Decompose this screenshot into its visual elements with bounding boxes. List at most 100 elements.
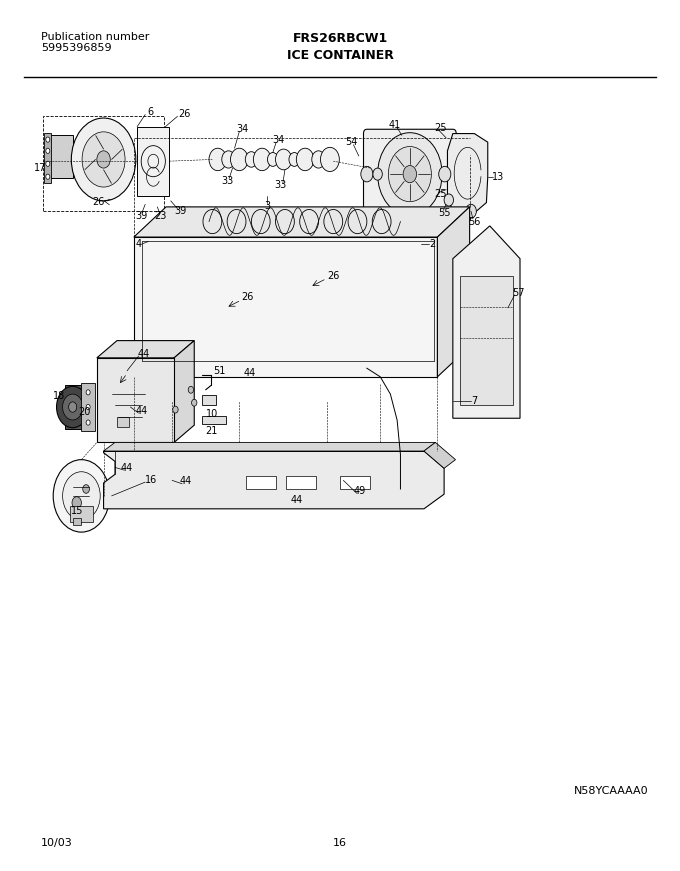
- Text: N58YCAAAA0: N58YCAAAA0: [575, 787, 649, 796]
- Circle shape: [373, 168, 382, 180]
- Text: 55: 55: [438, 208, 450, 218]
- Circle shape: [46, 161, 50, 166]
- Text: 54: 54: [345, 138, 358, 147]
- Circle shape: [63, 394, 83, 420]
- Circle shape: [173, 406, 178, 413]
- Text: 33: 33: [221, 176, 233, 186]
- Circle shape: [72, 496, 82, 509]
- Circle shape: [169, 354, 175, 361]
- Text: 7: 7: [471, 396, 477, 406]
- Circle shape: [296, 148, 313, 171]
- Circle shape: [320, 147, 339, 172]
- Circle shape: [403, 165, 417, 183]
- Polygon shape: [424, 442, 456, 469]
- Text: 15: 15: [71, 505, 83, 516]
- Polygon shape: [97, 341, 194, 358]
- Text: 16: 16: [144, 476, 156, 485]
- Text: 41: 41: [389, 120, 401, 130]
- Circle shape: [46, 137, 50, 142]
- Circle shape: [439, 166, 451, 182]
- Circle shape: [82, 132, 125, 187]
- Text: 21: 21: [205, 426, 217, 436]
- Bar: [43, 117, 164, 211]
- Text: 16: 16: [333, 838, 347, 847]
- Circle shape: [188, 387, 194, 393]
- Bar: [65, 386, 82, 429]
- Text: 4: 4: [135, 239, 141, 249]
- FancyBboxPatch shape: [364, 129, 456, 219]
- Text: 10/03: 10/03: [41, 838, 73, 847]
- Text: 44: 44: [291, 496, 303, 505]
- Bar: [203, 415, 226, 424]
- Polygon shape: [460, 276, 513, 405]
- Text: 26: 26: [178, 109, 190, 118]
- Bar: [137, 126, 169, 196]
- Bar: [340, 476, 370, 489]
- Polygon shape: [103, 442, 435, 451]
- Text: 18: 18: [53, 391, 65, 401]
- Text: 49: 49: [354, 486, 367, 496]
- Text: 44: 44: [138, 348, 150, 359]
- Bar: [97, 358, 174, 442]
- Circle shape: [63, 472, 100, 520]
- Circle shape: [83, 484, 90, 493]
- Polygon shape: [103, 451, 444, 509]
- Text: 33: 33: [275, 180, 287, 191]
- Circle shape: [53, 460, 109, 532]
- Text: FRS26RBCW1: FRS26RBCW1: [292, 31, 388, 44]
- Text: 44: 44: [243, 368, 256, 378]
- Text: 44: 44: [180, 476, 192, 486]
- Bar: [48, 135, 73, 179]
- Polygon shape: [134, 207, 470, 237]
- Text: Publication number: Publication number: [41, 31, 150, 42]
- Polygon shape: [174, 341, 194, 442]
- Text: 17: 17: [33, 163, 46, 173]
- Polygon shape: [437, 207, 470, 377]
- Circle shape: [245, 152, 258, 167]
- Bar: [73, 518, 81, 525]
- Circle shape: [377, 132, 442, 215]
- Circle shape: [69, 402, 77, 412]
- Bar: [70, 506, 93, 522]
- Bar: [82, 383, 95, 431]
- Text: ICE CONTAINER: ICE CONTAINER: [286, 49, 394, 62]
- Text: 57: 57: [512, 288, 524, 298]
- Text: 6: 6: [148, 107, 154, 117]
- Text: 34: 34: [237, 125, 249, 134]
- Text: 13: 13: [492, 172, 504, 182]
- Circle shape: [361, 166, 373, 182]
- Circle shape: [388, 146, 431, 202]
- Bar: [246, 476, 276, 489]
- Text: 51: 51: [213, 366, 225, 375]
- Circle shape: [466, 205, 477, 218]
- Text: 25: 25: [435, 123, 447, 132]
- Circle shape: [289, 152, 300, 166]
- Circle shape: [97, 151, 110, 168]
- Circle shape: [254, 148, 271, 171]
- Text: 39: 39: [174, 206, 186, 216]
- Circle shape: [46, 174, 50, 179]
- Text: 44: 44: [136, 407, 148, 416]
- Circle shape: [86, 390, 90, 395]
- Circle shape: [192, 399, 197, 406]
- Circle shape: [86, 420, 90, 425]
- Text: 23: 23: [154, 212, 166, 221]
- Polygon shape: [447, 133, 488, 213]
- Text: 5995396859: 5995396859: [41, 43, 112, 53]
- Circle shape: [267, 152, 278, 166]
- Circle shape: [56, 387, 89, 428]
- Text: 44: 44: [120, 463, 133, 473]
- Circle shape: [71, 118, 136, 201]
- Text: 26: 26: [327, 271, 339, 281]
- Text: 3: 3: [265, 201, 271, 211]
- Circle shape: [444, 194, 454, 206]
- Text: 20: 20: [79, 408, 91, 417]
- Polygon shape: [453, 226, 520, 418]
- Polygon shape: [134, 237, 437, 377]
- Bar: [203, 395, 216, 405]
- Circle shape: [86, 404, 90, 409]
- Text: 10: 10: [206, 408, 218, 419]
- Text: 26: 26: [241, 293, 254, 302]
- Text: 34: 34: [272, 135, 284, 145]
- Text: 2: 2: [430, 239, 436, 249]
